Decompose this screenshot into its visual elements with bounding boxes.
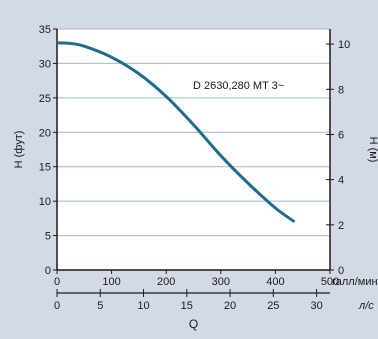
- x-primary-tick-label: 100: [102, 276, 120, 288]
- grid-lines: [57, 28, 330, 237]
- y-left-tick-label: 20: [39, 127, 51, 139]
- x-secondary-tick-label: 10: [137, 300, 149, 312]
- curve-label: D 2630,280 MT 3~: [193, 80, 284, 92]
- y-left-tick-label: 5: [45, 231, 51, 243]
- x-secondary-tick-label: 0: [54, 300, 60, 312]
- y-right-tick-label: 8: [338, 84, 344, 96]
- x-secondary-tick-label: 30: [310, 300, 322, 312]
- x-primary-tick-label: 300: [212, 276, 230, 288]
- plot-area: [57, 29, 330, 270]
- x-secondary-tick-label: 20: [224, 300, 236, 312]
- x-secondary-tick-label: 15: [181, 300, 193, 312]
- y-left-tick-label: 30: [39, 58, 51, 70]
- x-secondary-tick-label: 5: [97, 300, 103, 312]
- x-primary-tick-label: 500: [321, 276, 339, 288]
- x-axis-secondary-unit: л/с: [358, 300, 374, 312]
- x-primary-tick-label: 400: [266, 276, 284, 288]
- x-primary-tick-label: 200: [157, 276, 175, 288]
- y-left-tick-label: 0: [45, 265, 51, 277]
- x-axis-primary-unit: галл/мин: [332, 276, 378, 288]
- y-left-tick-label: 25: [39, 93, 51, 105]
- y-right-tick-label: 6: [338, 129, 344, 141]
- y-left-tick-label: 10: [39, 196, 51, 208]
- y-left-tick-label: 15: [39, 162, 51, 174]
- y-right-tick-label: 10: [338, 39, 350, 51]
- x-axis-title: Q: [189, 317, 198, 331]
- y-right-tick-label: 0: [338, 265, 344, 277]
- y-right-tick-label: 4: [338, 175, 344, 187]
- y-axis-right-label: H (м): [367, 137, 378, 163]
- x-secondary-tick-label: 25: [267, 300, 279, 312]
- x-primary-tick-label: 0: [54, 276, 60, 288]
- pump-curve-line: [56, 41, 296, 224]
- y-right-tick-label: 2: [338, 220, 344, 232]
- y-left-tick-label: 35: [39, 24, 51, 36]
- y-axis-left-label: H (фут): [13, 131, 25, 169]
